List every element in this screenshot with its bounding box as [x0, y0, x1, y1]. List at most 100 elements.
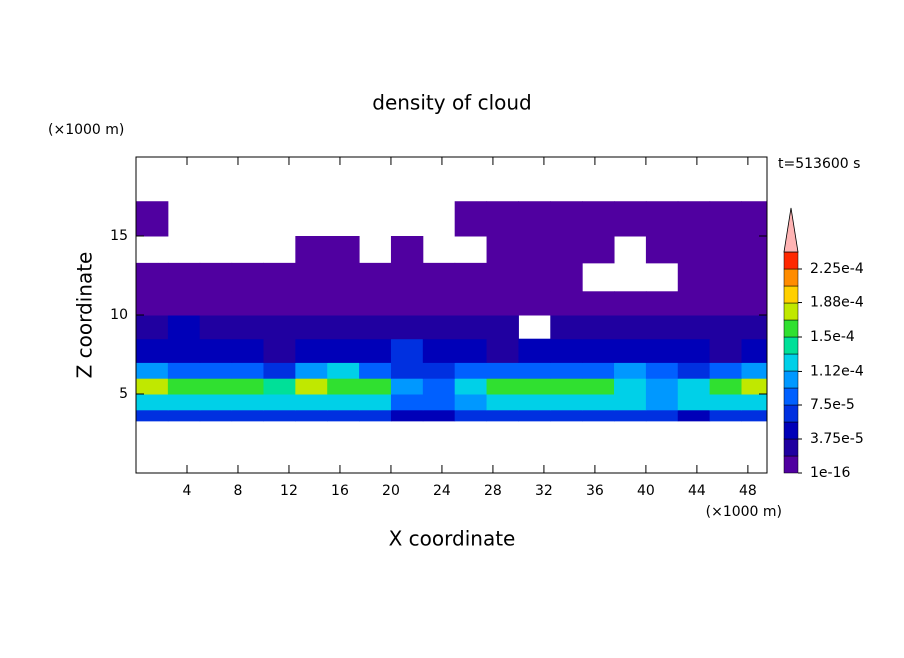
contour-cell: [454, 394, 488, 411]
contour-cell: [677, 201, 711, 237]
contour-cell: [741, 315, 768, 340]
contour-cell: [550, 409, 583, 422]
contour-cell: [518, 262, 551, 292]
contour-cell: [199, 315, 233, 340]
colorbar-box: [783, 387, 799, 406]
colorbar-label: 2.25e-4: [810, 261, 864, 277]
contour-cell: [454, 338, 488, 363]
time-label: t=513600 s: [778, 156, 860, 172]
contour-cell: [454, 291, 488, 316]
colorbar-box: [783, 336, 799, 355]
x-tick-label: 12: [280, 483, 298, 499]
contour-cell: [231, 315, 264, 340]
contour-cell: [709, 338, 743, 363]
x-tick-label: 24: [433, 483, 451, 499]
contour-cell: [390, 236, 424, 264]
contour-cell: [741, 201, 768, 237]
colorbar-box: [783, 421, 799, 440]
contour-cell: [582, 362, 615, 379]
colorbar-label: 1e-16: [810, 465, 850, 481]
contour-cell: [645, 409, 679, 422]
x-tick-label: 32: [535, 483, 553, 499]
contour-cell: [614, 409, 647, 422]
x-tick-label: 28: [484, 483, 502, 499]
colorbar-box: [783, 268, 799, 287]
contour-cell: [582, 315, 615, 340]
colorbar-label: 1.88e-4: [810, 295, 864, 311]
contour-cell: [327, 378, 360, 395]
contour-cell: [390, 362, 424, 379]
contour-cell: [231, 291, 264, 316]
contour-cell: [518, 409, 551, 422]
x-axis-label: X coordinate: [389, 527, 516, 551]
contour-cell: [359, 262, 392, 292]
x-unit: (×1000 m): [706, 504, 782, 520]
contour-cell: [486, 262, 519, 292]
contour-cell: [709, 236, 743, 264]
contour-cell: [614, 291, 647, 316]
contour-cell: [390, 338, 424, 363]
contour-cell: [327, 409, 360, 422]
colorbar-box: [783, 285, 799, 304]
contour-cell: [709, 315, 743, 340]
contour-cell: [136, 394, 169, 411]
contour-cell: [677, 315, 711, 340]
contour-cell: [645, 378, 679, 395]
x-tick-label: 48: [739, 483, 757, 499]
colorbar-box: [783, 302, 799, 321]
colorbar-box: [783, 455, 799, 474]
contour-cell: [518, 201, 551, 237]
y-tick-label: 15: [110, 228, 128, 244]
colorbar-extend: [783, 207, 799, 253]
contour-cell: [486, 201, 519, 237]
contour-cell: [263, 409, 296, 422]
contour-cell: [518, 338, 551, 363]
contour-cell: [263, 291, 296, 316]
contour-cell: [327, 262, 360, 292]
contour-cell: [709, 201, 743, 237]
contour-cell: [486, 291, 519, 316]
contour-cell: [327, 291, 360, 316]
contour-cell: [550, 378, 583, 395]
contour-cell: [709, 394, 743, 411]
contour-cell: [582, 236, 615, 264]
contour-cell: [709, 362, 743, 379]
contour-cell: [741, 409, 768, 422]
contour-cell: [486, 409, 519, 422]
contour-cell: [295, 362, 328, 379]
contour-cell: [136, 262, 169, 292]
contour-cell: [327, 236, 360, 264]
contour-cell: [136, 338, 169, 363]
contour-cell: [327, 362, 360, 379]
colorbar-box: [783, 319, 799, 338]
contour-cell: [550, 201, 583, 237]
contour-cell: [422, 378, 456, 395]
contour-cell: [709, 291, 743, 316]
contour-cell: [614, 362, 647, 379]
contour-cell: [486, 315, 519, 340]
contour-cell: [645, 394, 679, 411]
contour-cell: [550, 394, 583, 411]
contour-cell: [327, 315, 360, 340]
chart-title: density of cloud: [372, 91, 531, 115]
contour-cell: [199, 362, 233, 379]
contour-cell: [199, 291, 233, 316]
contour-cell: [677, 362, 711, 379]
contour-cell: [390, 262, 424, 292]
contour-cell: [454, 262, 488, 292]
x-tick-label: 8: [234, 483, 243, 499]
y-unit: (×1000 m): [48, 122, 124, 138]
contour-cell: [677, 338, 711, 363]
contour-cell: [741, 394, 768, 411]
contour-cell: [359, 409, 392, 422]
contour-cell: [263, 315, 296, 340]
contour-cell: [550, 338, 583, 363]
contour-cell: [136, 201, 169, 237]
contour-cell: [199, 409, 233, 422]
y-tick-label: 5: [119, 386, 128, 402]
contour-cell: [199, 378, 233, 395]
contour-cell: [645, 315, 679, 340]
x-tick-label: 40: [637, 483, 655, 499]
contour-cell: [390, 291, 424, 316]
colorbar-box: [783, 251, 799, 270]
